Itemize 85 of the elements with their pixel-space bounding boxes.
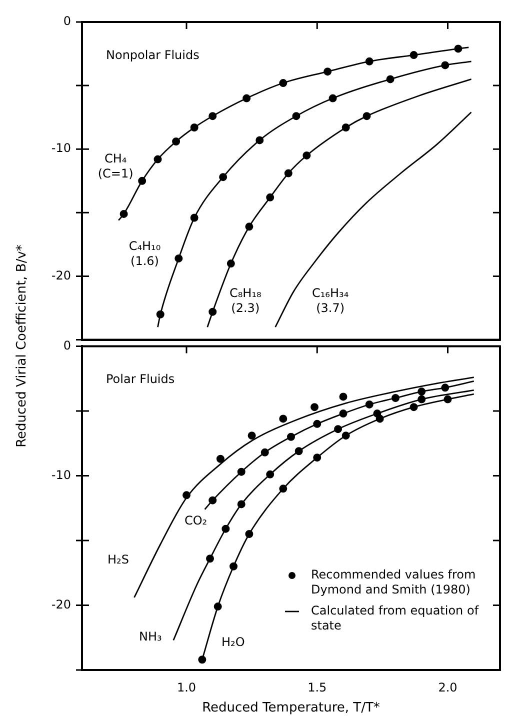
point xyxy=(206,554,214,563)
annotation: C₈H₁₈ (2.3) xyxy=(229,286,262,316)
y-tick-label: -20 xyxy=(51,268,71,282)
annotation: C₄H₁₀ (1.6) xyxy=(128,239,161,268)
y-tick-label: 0 xyxy=(63,14,71,28)
point xyxy=(226,260,235,268)
point xyxy=(287,432,295,441)
point xyxy=(284,169,292,178)
point xyxy=(190,214,198,222)
point xyxy=(256,136,264,144)
point xyxy=(208,308,217,316)
annotation: NH₃ xyxy=(139,629,162,644)
legend-label: Recommended values from Dymond and Smith (1980) xyxy=(311,568,476,597)
point xyxy=(219,173,228,182)
y-tick-label: 0 xyxy=(63,338,71,352)
point xyxy=(310,403,319,412)
point xyxy=(198,656,206,664)
y-tick-label: -20 xyxy=(51,597,71,612)
point xyxy=(279,414,288,423)
point xyxy=(441,61,450,70)
point xyxy=(339,410,348,418)
point xyxy=(208,496,217,504)
point xyxy=(444,395,452,404)
annotation: CO₂ xyxy=(184,514,208,528)
point xyxy=(266,470,274,478)
point xyxy=(245,222,254,231)
point xyxy=(266,193,274,202)
point xyxy=(302,151,311,160)
text: Polar Fluids xyxy=(106,372,175,386)
text: Nonpolar Fluids xyxy=(106,48,200,62)
point xyxy=(248,432,256,440)
legend-label: Calculated from equation of state xyxy=(311,604,480,633)
point xyxy=(182,491,190,500)
x-tick-label: 1.5 xyxy=(308,680,327,694)
point xyxy=(222,524,230,533)
point xyxy=(342,124,350,132)
point xyxy=(230,562,238,570)
point xyxy=(242,94,251,102)
point xyxy=(292,112,300,120)
point xyxy=(339,392,348,401)
point xyxy=(334,425,342,434)
point xyxy=(365,57,374,66)
point xyxy=(365,400,374,408)
point xyxy=(279,484,288,493)
point xyxy=(214,602,222,611)
point xyxy=(328,94,337,102)
point xyxy=(237,500,246,508)
point xyxy=(154,155,162,164)
annotation: H₂O xyxy=(222,634,245,649)
point xyxy=(441,384,450,392)
point xyxy=(172,137,180,146)
x-axis-title: Reduced Temperature, T/T* xyxy=(202,700,380,716)
point xyxy=(279,79,288,88)
point xyxy=(313,454,322,462)
point xyxy=(260,448,269,456)
point xyxy=(418,395,426,404)
y-tick-label: -10 xyxy=(51,141,71,156)
point xyxy=(454,44,462,53)
point xyxy=(324,68,332,76)
point xyxy=(208,112,217,120)
point xyxy=(362,112,371,120)
x-tick-label: 1.0 xyxy=(176,680,196,694)
point xyxy=(392,394,400,402)
point xyxy=(410,403,418,412)
point xyxy=(138,176,146,185)
x-tick-label: 2.0 xyxy=(438,680,458,694)
annotation: H₂S xyxy=(108,552,129,567)
point xyxy=(120,210,128,218)
annotation: CH₄ (C=1) xyxy=(98,151,134,180)
point xyxy=(237,468,246,476)
point xyxy=(386,75,394,84)
point xyxy=(376,414,384,423)
point xyxy=(245,530,254,538)
y-tick-label: -10 xyxy=(51,468,71,482)
annotation: C₁₆H₃₄ (3.7) xyxy=(312,286,349,316)
point xyxy=(313,420,322,428)
point xyxy=(190,124,198,132)
point xyxy=(156,310,164,318)
point xyxy=(410,51,418,60)
point xyxy=(174,254,183,262)
y-axis-title: Reduced Virial Coefficient, B/v* xyxy=(14,244,30,448)
point xyxy=(216,454,224,463)
point xyxy=(294,447,303,456)
point xyxy=(342,432,350,440)
point xyxy=(418,388,426,396)
